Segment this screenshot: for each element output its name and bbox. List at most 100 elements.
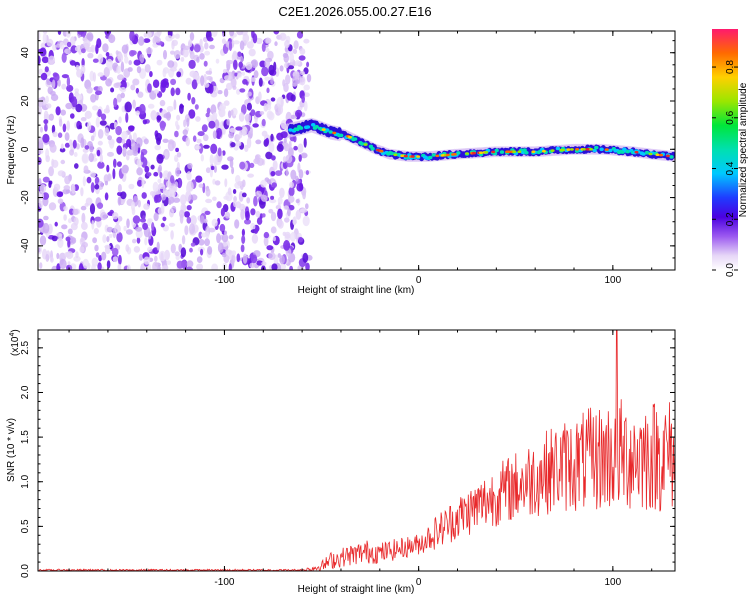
signal-core [428,155,433,160]
noise-blob [136,167,143,176]
noise-blob [126,218,130,229]
signal-core [555,146,561,151]
signal-peak [321,128,326,131]
signal-peak [435,154,440,158]
noise-blob [60,109,66,116]
noise-blob [222,109,226,117]
noise-blob [57,31,62,35]
noise-blob [116,232,123,243]
noise-blob [135,87,140,94]
noise-blob [128,125,135,130]
noise-blob [170,243,176,254]
noise-blob [135,110,140,116]
noise-blob [165,35,173,42]
noise-blob [152,181,159,193]
noise-blob [268,142,275,153]
noise-blob [268,252,276,260]
noise-blob [90,182,95,193]
noise-blob [162,187,167,196]
noise-blob [222,68,227,74]
noise-blob [236,31,244,36]
noise-blob [258,77,263,87]
noise-blob [39,262,43,269]
noise-blob [295,60,301,66]
noise-blob [270,133,274,142]
noise-blob [204,238,211,247]
noise-blob [226,59,234,65]
noise-blob [88,152,95,163]
noise-blob [108,173,111,181]
noise-blob [207,246,213,255]
noise-blob [109,139,115,149]
noise-blob [230,109,234,116]
noise-blob [86,176,92,184]
x-tick-label: -100 [214,577,234,588]
noise-blob [263,231,270,239]
noise-blob [256,260,264,266]
noise-blob [113,97,118,108]
noise-blob [203,82,210,88]
noise-blob [92,58,99,63]
noise-blob [120,86,127,93]
noise-blob [136,237,141,244]
noise-blob [208,83,214,94]
noise-blob [244,113,252,122]
noise-blob [189,70,197,78]
noise-blob [196,75,201,85]
noise-blob [118,254,122,265]
noise-blob [272,160,278,171]
signal-core [499,150,505,154]
noise-blob [180,194,187,206]
noise-blob [168,196,175,204]
noise-blob [43,119,49,125]
noise-blob [279,255,285,265]
noise-blob [158,250,166,262]
noise-blob [132,215,141,224]
noise-blob [124,101,132,113]
noise-blob [107,151,114,157]
noise-blob [161,265,169,270]
noise-blob [229,31,235,37]
signal-peak [332,131,337,135]
noise-blob [223,88,229,98]
noise-blob [50,256,54,263]
noise-blob [143,38,151,43]
noise-blob [236,253,241,262]
signal-core [305,125,311,129]
noise-blob [154,144,161,151]
noise-blob [146,172,152,177]
noise-blob [126,264,131,270]
colorbar-tick-label: 0.8 [725,60,736,74]
noise-blob [170,50,175,55]
noise-blob [305,170,309,176]
noise-blob [283,143,290,152]
noise-blob [180,56,185,62]
noise-blob [181,259,187,269]
noise-blob [72,208,79,216]
noise-blob [152,261,159,270]
noise-blob [236,88,241,95]
noise-blob [72,139,77,149]
noise-blob [48,166,54,177]
noise-blob [242,33,250,44]
noise-blob [242,126,248,136]
noise-blob [266,245,274,251]
noise-blob [271,155,276,161]
noise-blob [121,138,126,144]
noise-blob [288,186,295,197]
noise-blob [186,184,190,193]
noise-blob [89,171,96,178]
noise-blob [261,261,267,266]
noise-blob [299,75,306,86]
noise-blob [180,247,187,258]
y-tick-label: 20 [20,95,31,107]
colorbar-gradient [712,29,738,270]
noise-blob [83,165,89,173]
noise-blob [189,51,195,60]
noise-blob [207,36,214,42]
noise-blob [261,118,266,127]
noise-blob [230,142,236,148]
noise-blob [80,187,84,197]
noise-blob [305,262,310,270]
noise-blob [147,103,155,109]
